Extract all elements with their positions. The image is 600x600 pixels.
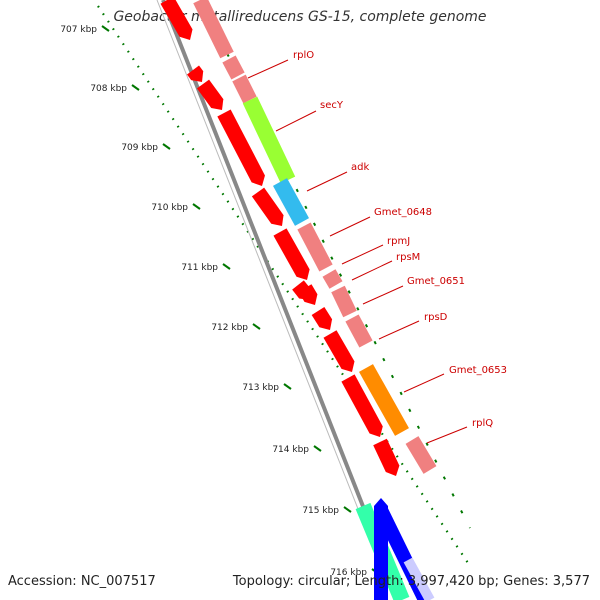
cds-arrow — [187, 65, 204, 82]
tick-label: 708 kbp — [90, 84, 127, 94]
tick-label: 716 kbp — [330, 568, 367, 578]
tick-mark — [162, 143, 171, 150]
tick-mark — [252, 323, 261, 330]
tick-mark — [131, 84, 140, 91]
gene-label-gmet_0651: Gmet_0651 — [407, 276, 465, 287]
cds-arrow — [373, 438, 400, 476]
gene-label-leader — [351, 260, 393, 281]
gene-feature-adk — [272, 178, 310, 226]
tick-label: 711 kbp — [181, 263, 218, 273]
gene-label-leader — [362, 285, 404, 305]
cds-arrow — [311, 306, 333, 330]
genome-summary-text: Topology: circular; Length: 3,997,420 bp… — [232, 574, 590, 589]
tick-label: 714 kbp — [272, 445, 309, 455]
cds-arrow — [196, 79, 224, 110]
cds-arrow — [341, 374, 383, 437]
gene-feature — [232, 74, 257, 104]
cds-arrow — [323, 330, 355, 372]
tick-mark — [343, 506, 352, 513]
tick-label: 710 kbp — [151, 203, 188, 213]
gene-label-leader — [403, 373, 445, 393]
tick-mark — [283, 383, 292, 390]
gene-feature — [405, 436, 437, 474]
gene-feature-Gmet_0653 — [359, 364, 409, 436]
gene-feature — [222, 55, 245, 80]
gene-feature — [331, 285, 357, 318]
cds-arrow — [217, 109, 265, 186]
accession-text: Accession: NC_007517 — [8, 574, 156, 589]
tick-label: 713 kbp — [242, 383, 279, 393]
cds-arrow — [160, 0, 193, 40]
cds-arrow — [273, 228, 310, 280]
gene-label-leader — [306, 171, 348, 192]
gene-label-rpsd: rpsD — [424, 312, 448, 323]
gene-label-gmet_0648: Gmet_0648 — [374, 207, 432, 218]
gene-label-leader — [341, 244, 384, 265]
tick-label: 715 kbp — [302, 506, 339, 516]
gene-label-gmet_0653: Gmet_0653 — [449, 365, 507, 376]
tick-mark — [222, 263, 231, 270]
gene-label-leader — [378, 320, 420, 340]
tick-marks: 707 kbp 708 kbp 709 kbp 710 kbp 711 kbp 712 k… — [60, 25, 380, 578]
gene-labels: rplO secY adk Gmet_0648 rpmJ rpsM Gmet_0651rps… — [247, 50, 507, 444]
gene-features — [160, 0, 437, 600]
gene-label-rplq: rplQ — [472, 418, 493, 429]
tick-mark — [192, 203, 201, 210]
gene-feature — [322, 269, 343, 289]
gene-label-leader — [329, 216, 371, 237]
gene-label-leader — [247, 59, 289, 79]
gene-feature — [193, 0, 234, 59]
gene-label-leader — [426, 426, 468, 444]
gene-label-rpmj: rpmJ — [387, 236, 410, 247]
gene-label-leader — [275, 110, 317, 132]
cds-arrow — [251, 187, 284, 226]
tick-label: 712 kbp — [211, 323, 248, 333]
tick-mark — [313, 445, 322, 452]
tick-label: 709 kbp — [121, 143, 158, 153]
cds-arrow — [298, 284, 318, 305]
gene-feature — [345, 314, 373, 348]
gene-label-rpsm: rpsM — [396, 252, 420, 263]
gene-feature-secY — [242, 96, 296, 184]
backbone — [156, 0, 402, 600]
gene-feature — [297, 222, 333, 272]
tick-mark — [101, 25, 110, 32]
cds-lavender — [403, 557, 435, 600]
gene-label-adk: adk — [351, 162, 369, 173]
tick-label: 707 kbp — [60, 25, 97, 35]
gene-label-rplo: rplO — [293, 50, 314, 61]
gene-label-secy: secY — [320, 100, 344, 111]
